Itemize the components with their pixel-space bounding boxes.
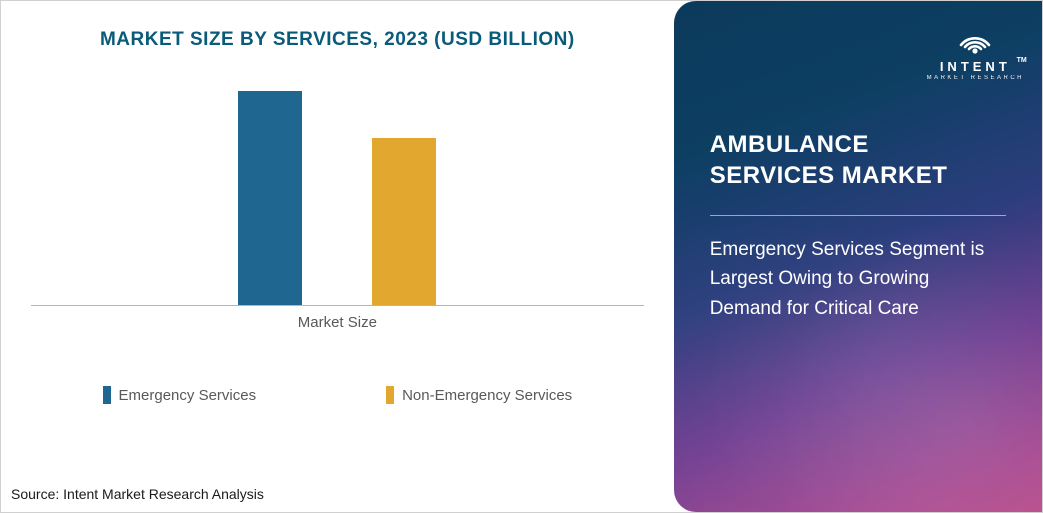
chart-panel: MARKET SIZE BY SERVICES, 2023 (USD BILLI… <box>1 1 674 512</box>
logo-name: INTENT TM <box>940 59 1011 74</box>
summary-body: Emergency Services Segment is Largest Ow… <box>710 235 1006 323</box>
legend-label-non-emergency: Non-Emergency Services <box>402 387 572 404</box>
summary-heading-line2: SERVICES MARKET <box>710 162 948 189</box>
summary-panel: INTENT TM MARKET RESEARCH AMBULANCE SERV… <box>674 1 1042 512</box>
brand-logo: INTENT TM MARKET RESEARCH <box>927 17 1024 81</box>
legend: Emergency Services Non-Emergency Service… <box>31 386 644 404</box>
bar-non-emergency-services <box>372 138 436 305</box>
legend-item-non-emergency: Non-Emergency Services <box>386 386 572 404</box>
bar-emergency-services <box>238 91 302 305</box>
summary-divider <box>710 215 1006 216</box>
source-text: Source: Intent Market Research Analysis <box>11 486 264 502</box>
legend-swatch-non-emergency <box>386 386 394 404</box>
x-axis-label: Market Size <box>31 314 644 331</box>
logo-subtext: MARKET RESEARCH <box>927 75 1024 81</box>
summary-heading-line1: AMBULANCE <box>710 131 869 158</box>
logo-name-text: INTENT <box>940 59 1011 74</box>
legend-item-emergency: Emergency Services <box>103 386 257 404</box>
logo-trademark: TM <box>1017 57 1027 64</box>
chart-area: Market Size Emergency Services Non-Emerg… <box>1 61 674 512</box>
chart-title: MARKET SIZE BY SERVICES, 2023 (USD BILLI… <box>1 1 674 61</box>
summary-heading: AMBULANCE SERVICES MARKET <box>710 129 1012 191</box>
infographic-container: MARKET SIZE BY SERVICES, 2023 (USD BILLI… <box>0 0 1043 513</box>
legend-swatch-emergency <box>103 386 111 404</box>
signal-icon <box>955 17 995 57</box>
bar-plot <box>31 81 644 306</box>
legend-label-emergency: Emergency Services <box>119 387 257 404</box>
